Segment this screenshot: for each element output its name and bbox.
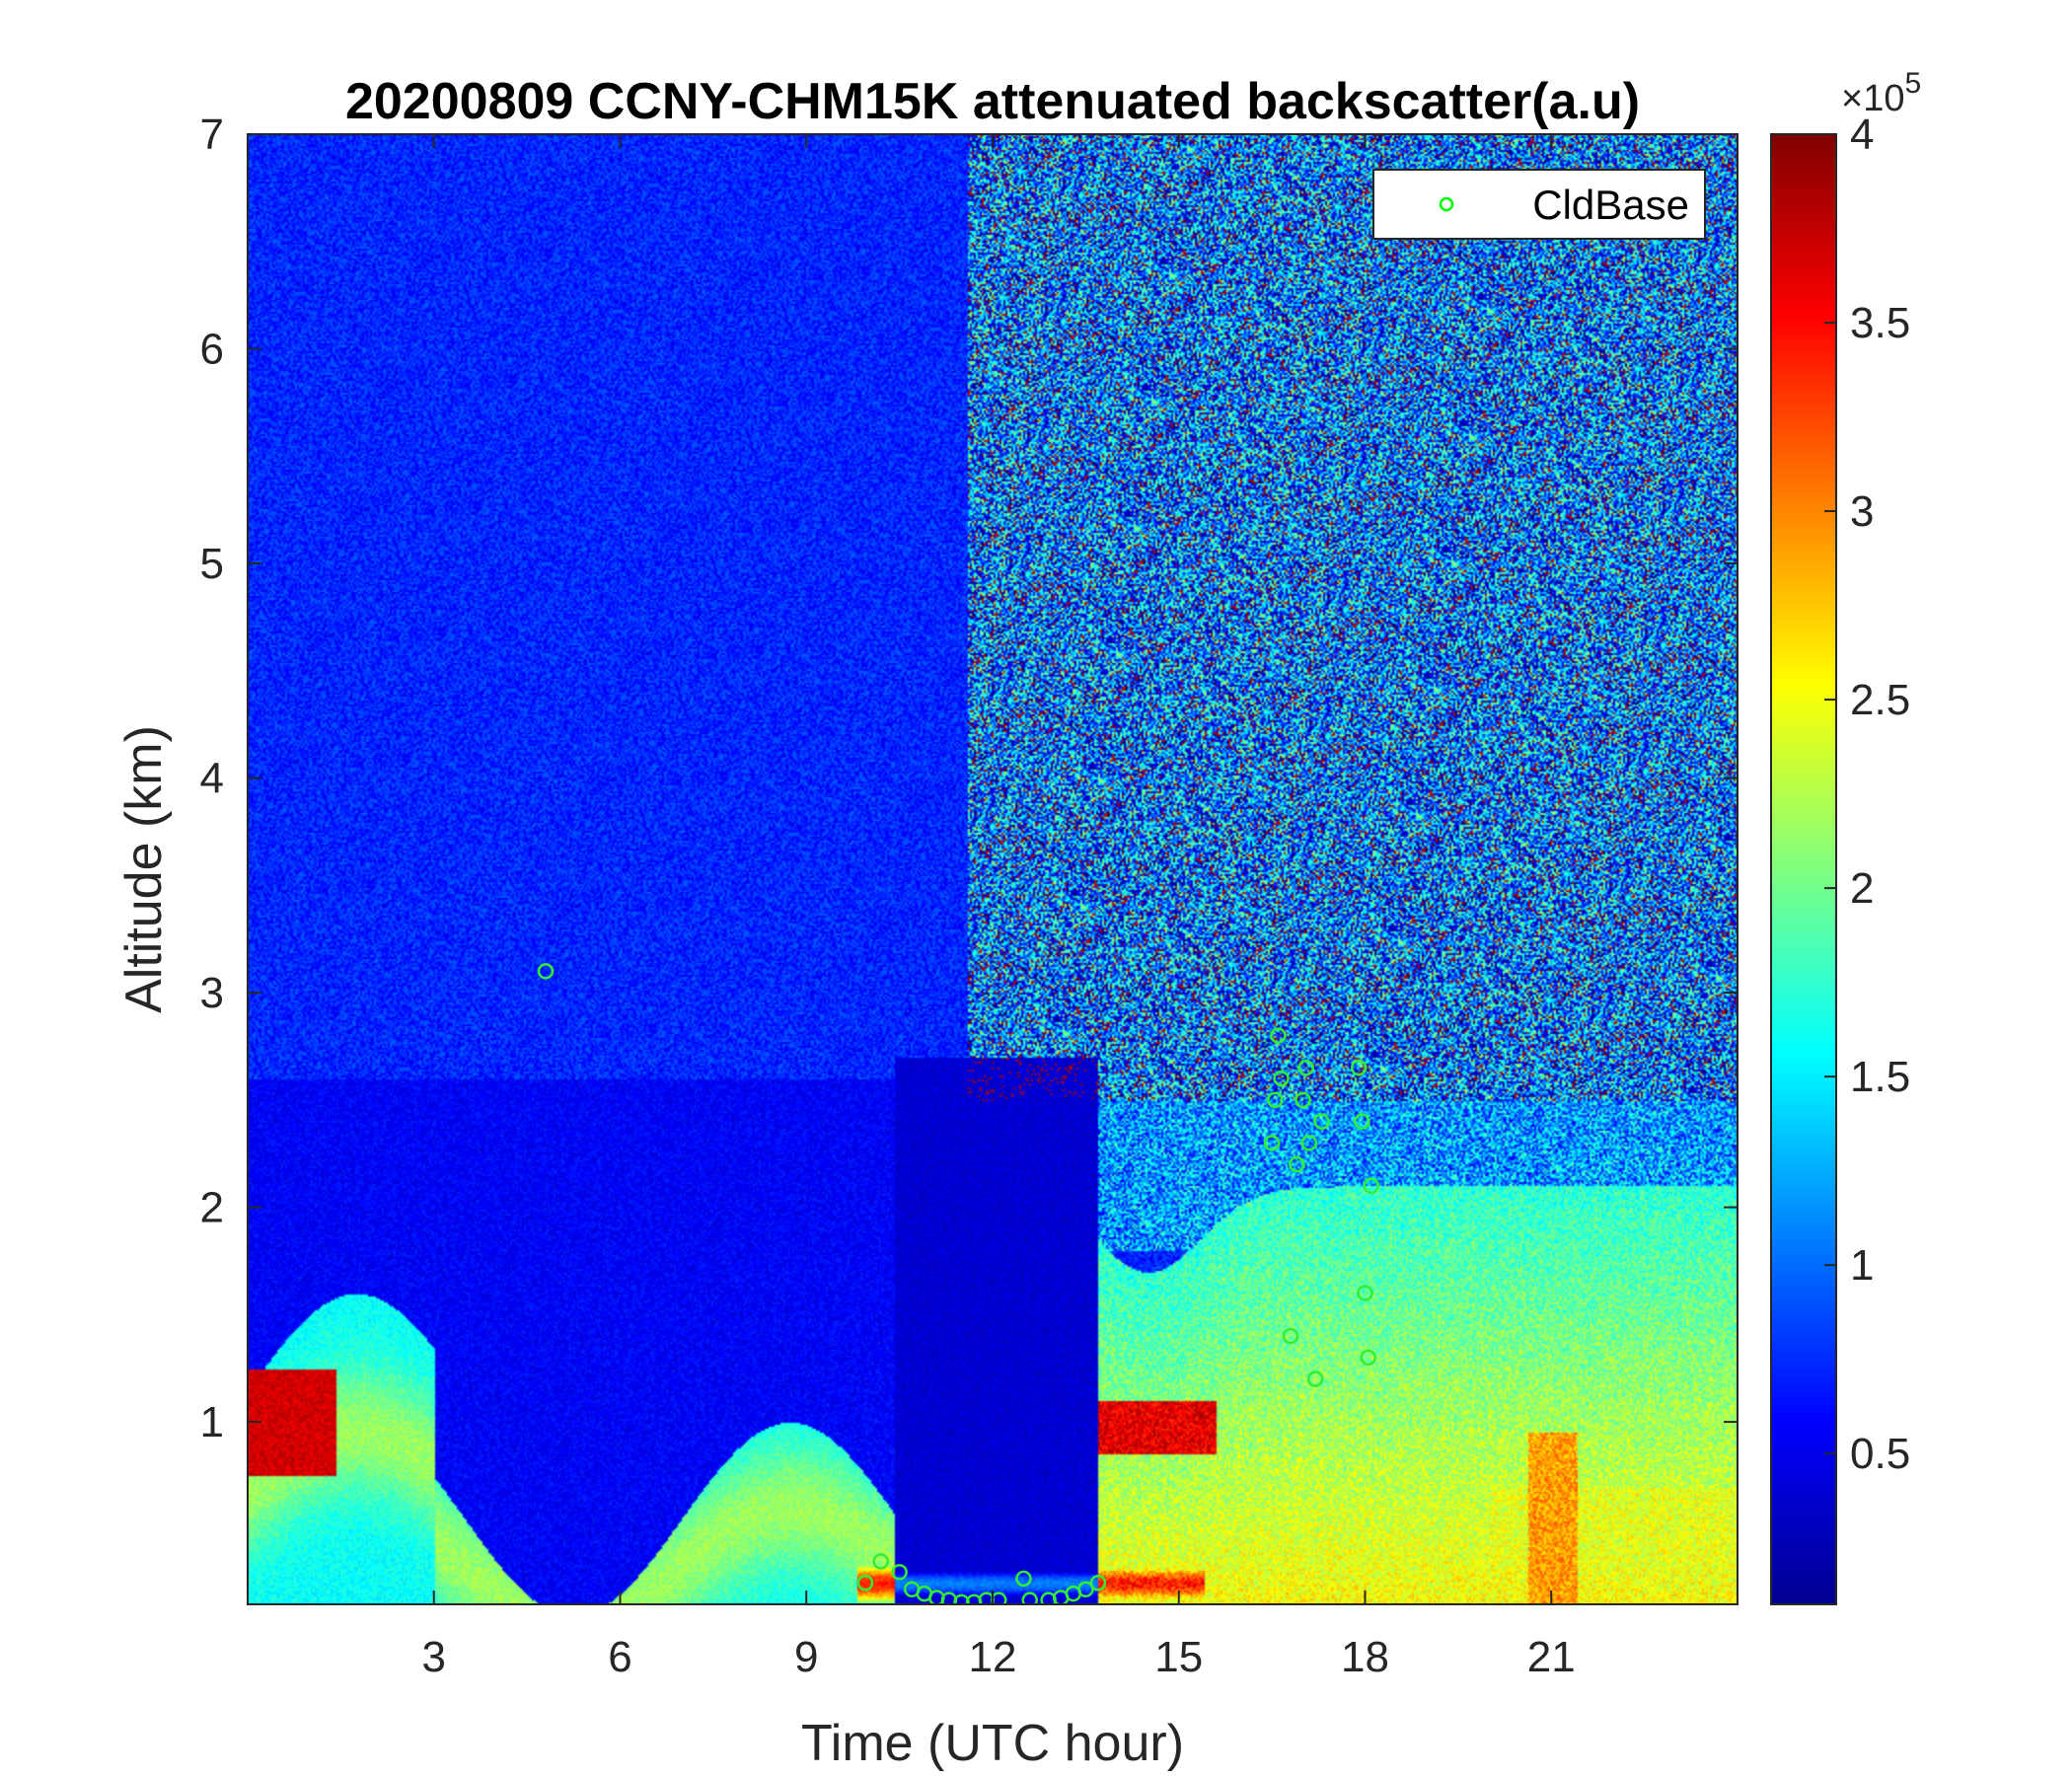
colorbar-multiplier-base: ×10 <box>1841 78 1904 119</box>
backscatter-heatmap <box>248 134 1738 1604</box>
colorbar: 0.5 1 1.5 2 2.5 3 3.5 4 ×105 <box>1770 67 1921 1605</box>
x-tick-label: 21 <box>1527 1633 1576 1681</box>
colorbar-tick-label: 2 <box>1850 864 1874 913</box>
colorbar-tick-label: 1.5 <box>1850 1053 1910 1101</box>
y-tick-label: 7 <box>200 111 224 159</box>
x-tick-label: 9 <box>794 1633 818 1681</box>
colorbar-tick-label: 3 <box>1850 487 1874 536</box>
cldbase-point <box>1273 1070 1290 1087</box>
colorbar-ticks: 0.5 1 1.5 2 2.5 3 3.5 4 <box>1824 111 1910 1478</box>
cldbase-point <box>1363 1177 1380 1195</box>
y-tick-label: 4 <box>200 755 224 803</box>
x-tick-label: 12 <box>969 1633 1017 1681</box>
cldbase-point <box>1282 1327 1299 1345</box>
chart-title: 20200809 CCNY-CHM15K attenuated backscat… <box>345 73 1640 130</box>
legend: CldBase <box>1372 169 1706 240</box>
y-axis: 1 2 3 4 5 6 7 <box>200 111 1738 1446</box>
cldbase-point <box>1021 1591 1038 1604</box>
cldbase-point <box>1360 1349 1376 1367</box>
colorbar-tick-label: 3.5 <box>1850 299 1910 347</box>
colorbar-multiplier-exponent: 5 <box>1904 67 1921 100</box>
colorbar-tick-label: 4 <box>1850 111 1874 159</box>
cldbase-point <box>1297 1059 1314 1076</box>
cldbase-point <box>1089 1574 1107 1591</box>
cldbase-point <box>1350 1059 1368 1076</box>
legend-box <box>1372 169 1706 240</box>
colorbar-tick-label: 2.5 <box>1850 676 1910 724</box>
y-axis-label: Altitude (km) <box>115 725 173 1013</box>
cldbase-point <box>1295 1091 1311 1109</box>
cldbase-point <box>1306 1370 1324 1387</box>
y-tick-label: 5 <box>200 540 224 588</box>
y-tick-label: 2 <box>200 1184 224 1232</box>
cldbase-point <box>856 1574 874 1591</box>
cldbase-point <box>891 1564 908 1581</box>
legend-marker <box>1439 196 1454 212</box>
cldbase-point <box>1300 1135 1318 1151</box>
colorbar-multiplier: ×105 <box>1841 67 1921 119</box>
legend-label-cldbase: CldBase <box>1532 182 1689 228</box>
x-tick-label: 3 <box>422 1633 446 1681</box>
colorbar-tick-label: 1 <box>1850 1241 1874 1290</box>
cldbase-point <box>1270 1027 1287 1044</box>
x-tick-label: 6 <box>608 1633 631 1681</box>
colorbar-bar <box>1770 133 1837 1605</box>
cldbase-point <box>1015 1570 1032 1588</box>
colorbar-tick-label: 0.5 <box>1850 1430 1910 1478</box>
cldbase-point <box>872 1553 889 1570</box>
cldbase-point <box>1354 1113 1370 1130</box>
cldbase-point <box>1267 1091 1284 1109</box>
cldbase-point <box>1357 1285 1373 1301</box>
x-tick-label: 15 <box>1154 1633 1203 1681</box>
cldbase-point <box>537 963 555 980</box>
cldbase-point <box>1263 1135 1281 1151</box>
y-tick-label: 1 <box>200 1398 224 1446</box>
y-tick-label: 6 <box>200 326 224 374</box>
x-tick-label: 18 <box>1341 1633 1389 1681</box>
cldbase-point <box>1313 1113 1330 1130</box>
x-axis-label: Time (UTC hour) <box>801 1715 1184 1772</box>
cldbase-point <box>953 1593 970 1604</box>
plot-area <box>248 134 1738 1604</box>
cldbase-point <box>1289 1155 1305 1173</box>
y-tick-label: 3 <box>200 969 224 1017</box>
cldbase-point <box>1077 1581 1094 1598</box>
x-axis: 3 6 9 12 15 18 21 <box>422 134 1576 1681</box>
